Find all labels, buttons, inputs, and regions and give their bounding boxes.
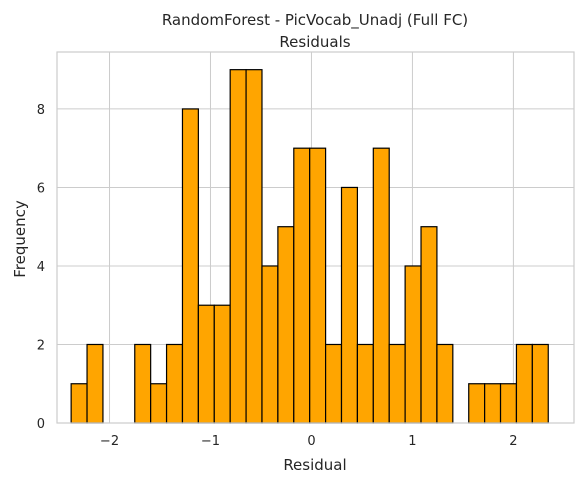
histogram-bar — [277, 226, 295, 424]
y-axis-label: Frequency — [11, 200, 29, 278]
histogram-bar — [531, 343, 549, 424]
y-tick-label: 2 — [37, 338, 45, 353]
histogram-bar — [468, 383, 486, 424]
histogram-bar — [229, 69, 247, 424]
y-tick-label: 0 — [37, 417, 45, 432]
histogram-bar — [484, 383, 502, 424]
histogram-bar — [165, 343, 184, 424]
histogram-bar — [499, 383, 518, 424]
histogram-bar — [134, 343, 152, 424]
histogram-bar — [324, 343, 343, 424]
histogram-bar — [197, 304, 215, 424]
x-tick-labels: −2 −1 0 1 2 — [100, 434, 518, 449]
y-tick-label: 8 — [37, 103, 45, 118]
histogram-bar — [340, 186, 359, 424]
histogram-bar — [372, 147, 390, 424]
histogram-bar — [261, 265, 279, 424]
histogram-bar — [388, 343, 406, 424]
histogram-bar — [404, 265, 422, 424]
y-tick-label: 6 — [37, 181, 45, 196]
plot-frame — [56, 51, 575, 424]
histogram-bar — [293, 147, 311, 424]
x-axis-label: Residual — [283, 456, 346, 474]
histogram-bar — [70, 383, 88, 424]
histogram-bar — [245, 69, 263, 424]
histogram-bar — [356, 343, 374, 424]
chart-title: RandomForest - PicVocab_Unadj (Full FC) — [162, 11, 468, 30]
histogram-bar — [309, 147, 327, 424]
x-tick-label: 2 — [509, 434, 517, 449]
histogram-bar — [213, 304, 231, 424]
x-tick-label: 0 — [307, 434, 315, 449]
x-tick-label: −1 — [201, 434, 220, 449]
bars — [70, 69, 549, 424]
histogram-bar — [515, 343, 533, 424]
histogram-bar — [150, 383, 168, 424]
x-tick-label: −2 — [100, 434, 119, 449]
histogram-bar — [436, 343, 454, 424]
histogram-bar — [86, 343, 104, 424]
histogram-bar — [181, 108, 199, 424]
histogram-bar — [420, 226, 438, 424]
y-tick-labels: 0 2 4 6 8 — [37, 103, 45, 432]
x-tick-label: 1 — [408, 434, 416, 449]
chart-subtitle: Residuals — [279, 33, 350, 51]
y-tick-label: 4 — [37, 260, 45, 275]
